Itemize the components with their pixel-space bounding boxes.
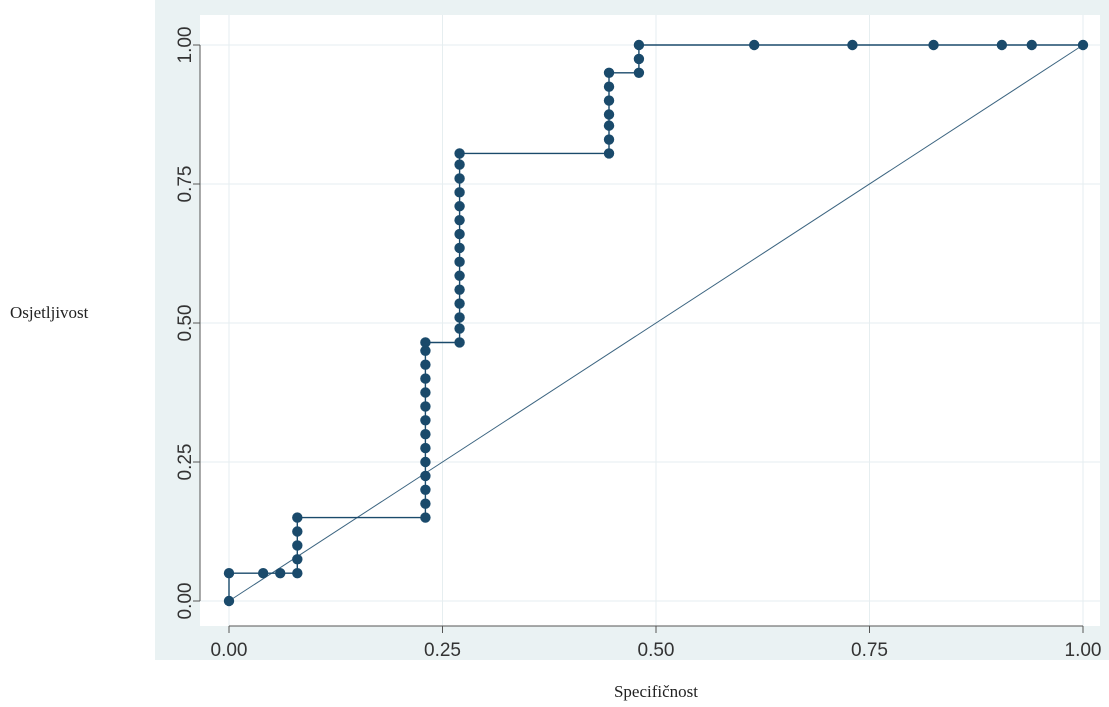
x-axis-label: Specifičnost bbox=[614, 682, 698, 701]
roc-point-24 bbox=[454, 323, 465, 334]
roc-point-30 bbox=[454, 242, 465, 254]
roc-point-34 bbox=[454, 187, 465, 198]
roc-point-41 bbox=[603, 109, 615, 120]
x-tick-label-2: 0.50 bbox=[638, 640, 675, 661]
roc-point-20 bbox=[420, 359, 431, 370]
roc-point-11 bbox=[420, 484, 431, 495]
y-tick-label-2: 0.50 bbox=[175, 305, 196, 342]
roc-point-38 bbox=[603, 148, 615, 159]
roc-point-44 bbox=[603, 67, 615, 79]
roc-point-14 bbox=[420, 442, 431, 454]
axes bbox=[193, 44, 1084, 633]
roc-point-1 bbox=[223, 568, 235, 579]
y-tick-label-1: 0.25 bbox=[175, 444, 196, 481]
reference-diagonal-line bbox=[228, 44, 1084, 602]
roc-point-46 bbox=[633, 53, 645, 65]
roc-point-23 bbox=[454, 337, 465, 348]
roc-point-33 bbox=[454, 201, 465, 212]
x-tick-label-0: 0.00 bbox=[211, 640, 248, 661]
roc-point-52 bbox=[1026, 39, 1037, 51]
roc-point-7 bbox=[292, 526, 303, 537]
x-tick-labels: 0.00 0.25 0.50 0.75 1.00 bbox=[211, 640, 1102, 661]
roc-point-0 bbox=[223, 595, 235, 607]
y-tick-labels: 0.00 0.25 0.50 0.75 1.00 bbox=[175, 27, 196, 620]
roc-point-28 bbox=[454, 270, 465, 281]
roc-point-15 bbox=[420, 429, 431, 440]
roc-point-37 bbox=[454, 148, 465, 159]
roc-point-3 bbox=[275, 568, 286, 579]
roc-point-16 bbox=[420, 415, 431, 426]
roc-point-10 bbox=[420, 498, 431, 509]
roc-point-39 bbox=[603, 134, 615, 145]
roc-point-51 bbox=[996, 39, 1008, 51]
roc-point-9 bbox=[420, 512, 431, 523]
roc-point-18 bbox=[420, 387, 431, 398]
roc-point-13 bbox=[420, 456, 431, 468]
roc-point-22 bbox=[420, 337, 431, 348]
roc-point-12 bbox=[420, 470, 431, 482]
roc-point-35 bbox=[454, 173, 465, 184]
roc-point-19 bbox=[420, 373, 431, 384]
markers-group bbox=[223, 39, 1089, 607]
roc-point-8 bbox=[292, 512, 303, 523]
roc-point-5 bbox=[292, 554, 303, 565]
roc-point-27 bbox=[454, 284, 465, 295]
y-tick-label-3: 0.75 bbox=[175, 166, 196, 203]
y-tick-label-4: 1.00 bbox=[175, 27, 196, 64]
roc-point-36 bbox=[454, 159, 465, 170]
roc-point-45 bbox=[633, 67, 645, 79]
roc-point-21 bbox=[420, 345, 431, 356]
roc-point-4 bbox=[292, 568, 303, 579]
roc-point-32 bbox=[454, 214, 465, 226]
roc-point-49 bbox=[847, 39, 858, 51]
y-tick-label-0: 0.00 bbox=[175, 583, 196, 620]
roc-point-43 bbox=[603, 81, 615, 92]
roc-point-40 bbox=[603, 120, 615, 131]
roc-point-31 bbox=[454, 228, 465, 240]
x-tick-label-4: 1.00 bbox=[1065, 640, 1102, 661]
roc-point-2 bbox=[257, 568, 269, 579]
roc-point-26 bbox=[454, 298, 465, 309]
roc-point-17 bbox=[420, 401, 431, 412]
roc-point-6 bbox=[292, 540, 303, 551]
x-tick-label-1: 0.25 bbox=[424, 640, 461, 661]
roc-point-50 bbox=[928, 39, 939, 51]
roc-point-29 bbox=[454, 256, 465, 268]
reference-line-group bbox=[228, 44, 1084, 602]
roc-point-25 bbox=[454, 312, 465, 323]
plot-area bbox=[200, 15, 1100, 626]
y-axis-label: Osjetljivost bbox=[10, 303, 89, 322]
roc-point-48 bbox=[749, 39, 760, 51]
roc-point-42 bbox=[603, 95, 615, 106]
x-tick-label-3: 0.75 bbox=[851, 640, 888, 661]
roc-point-53 bbox=[1077, 39, 1089, 51]
roc-point-47 bbox=[633, 39, 645, 51]
